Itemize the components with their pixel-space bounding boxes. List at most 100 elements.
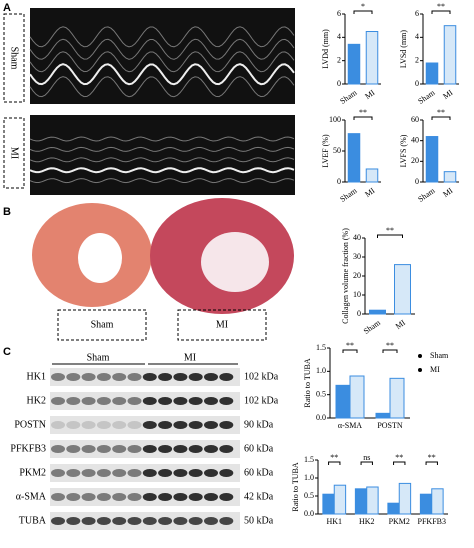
x-tick-label: Sham: [416, 186, 437, 204]
y-tick-label: 1.0: [316, 366, 326, 375]
significance: *: [361, 2, 365, 11]
bar: [366, 486, 379, 515]
significance: **: [346, 341, 354, 350]
blot-band: [188, 469, 203, 477]
blot-protein: PKM2: [19, 467, 46, 478]
bar: [349, 375, 365, 419]
blot-band: [173, 493, 188, 501]
blot-band: [112, 445, 127, 453]
y-tick-label: 2: [415, 55, 419, 64]
blot-size: 60 kDa: [244, 443, 274, 454]
echo-trace: [29, 146, 295, 152]
blot-band: [219, 469, 234, 477]
bar: [365, 31, 379, 85]
blot-band: [112, 469, 127, 477]
y-tick-label: 30: [353, 252, 361, 261]
blot-band: [81, 445, 96, 453]
blot-band: [142, 445, 157, 453]
significance: **: [428, 453, 436, 462]
significance: **: [359, 108, 367, 117]
panel-label: C: [3, 346, 11, 358]
blot-band: [158, 493, 173, 501]
blot-protein: PFKFB3: [10, 443, 46, 454]
y-axis-label: LVSd (mm): [399, 30, 408, 68]
blot-band: [158, 469, 173, 477]
blot-band: [173, 469, 188, 477]
label-box: [177, 309, 267, 341]
echo-label: MI: [9, 147, 20, 159]
y-axis-label: Ratio to TUBA: [303, 358, 312, 407]
blot-band: [112, 421, 127, 429]
blot-protein: HK2: [27, 395, 46, 406]
x-tick-label: MI: [441, 186, 454, 199]
histology-label: Sham: [91, 319, 114, 330]
blot-band: [158, 397, 173, 405]
blot-band: [158, 421, 173, 429]
sig-bracket: [393, 461, 406, 465]
blot-group: Sham: [87, 352, 110, 363]
bar: [347, 133, 361, 183]
blot-band: [112, 517, 127, 525]
blot-band: [81, 421, 96, 429]
blot-band: [127, 517, 142, 525]
echo-trace: [29, 157, 295, 163]
blot-size: 50 kDa: [244, 515, 274, 526]
blot-band: [173, 421, 188, 429]
significance: **: [437, 2, 445, 11]
blot-protein: α-SMA: [16, 491, 47, 502]
blot-band: [158, 517, 173, 525]
x-tick-label: Sham: [338, 88, 359, 106]
significance: **: [437, 108, 445, 117]
blot-band: [51, 445, 65, 453]
y-tick-label: 0: [337, 177, 341, 186]
echo-trace: [29, 63, 295, 86]
y-tick-label: 60: [411, 115, 419, 124]
significance: **: [330, 453, 338, 462]
sig-bracket: [328, 461, 341, 465]
y-tick-label: 1.5: [304, 455, 314, 464]
y-tick-label: 0: [357, 309, 361, 318]
label-box: [57, 309, 147, 341]
blot-band: [173, 517, 188, 525]
blot-size: 42 kDa: [244, 491, 274, 502]
blot-band: [173, 445, 188, 453]
legend-marker: [418, 354, 422, 358]
blot-band: [142, 517, 157, 525]
bar: [347, 43, 361, 85]
bar: [443, 171, 457, 183]
blot-band: [96, 493, 111, 501]
blot-band: [66, 397, 81, 405]
x-tick-label: HK1: [326, 517, 342, 526]
blot-band: [81, 493, 96, 501]
sig-bracket: [342, 349, 358, 353]
bar: [389, 377, 405, 419]
sig-bracket: [360, 461, 373, 465]
blot-band: [81, 373, 96, 381]
histology-label: MI: [216, 319, 228, 330]
x-tick-label: Sham: [362, 318, 383, 336]
bar: [443, 25, 457, 85]
blot-band: [173, 397, 188, 405]
x-tick-label: HK2: [359, 517, 375, 526]
blot-band: [127, 373, 142, 381]
y-tick-label: 10: [353, 290, 361, 299]
y-tick-label: 4: [415, 32, 419, 41]
blot-band: [66, 493, 81, 501]
sig-bracket: [377, 234, 403, 238]
blot-band: [96, 421, 111, 429]
blot-band: [204, 493, 218, 501]
blot-size: 60 kDa: [244, 467, 274, 478]
y-tick-label: 6: [415, 9, 419, 18]
y-tick-label: 100: [329, 115, 341, 124]
blot-band: [188, 493, 203, 501]
echo-trace: [29, 76, 295, 98]
bar: [335, 384, 351, 419]
x-tick-label: MI: [363, 88, 376, 101]
bar: [425, 136, 439, 183]
bar: [365, 168, 379, 183]
significance: **: [386, 341, 394, 350]
y-tick-label: 2: [337, 55, 341, 64]
blot-band: [51, 421, 65, 429]
blot-band: [127, 493, 142, 501]
blot-band: [188, 397, 203, 405]
